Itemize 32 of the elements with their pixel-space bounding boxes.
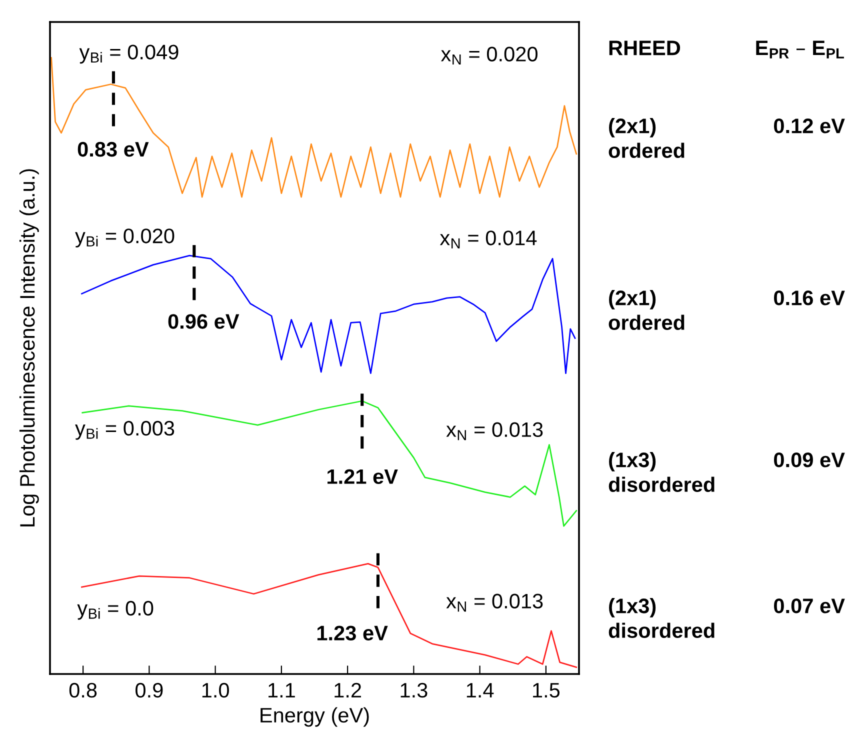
annotation: 0.96 eV: [168, 314, 240, 329]
annotation: y$_{Bi}$ = 0.049: [79, 44, 178, 64]
annotation: y$_{Bi}$ = 0.003: [75, 420, 174, 440]
annotation: 1.23 eV: [317, 626, 388, 640]
x-tick-label: 1.4: [466, 683, 494, 698]
text: 0.09 eV: [774, 452, 845, 468]
x-tick-label: 0.8: [69, 682, 97, 698]
text: (1x3) disordered: [608, 452, 714, 492]
annotation: 1.21 eV: [328, 469, 398, 484]
y-axis-title: Log Photoluminescence Intensity (a.u.): [19, 169, 39, 526]
text: 0.16 eV: [774, 290, 845, 306]
x-tick-label: 0.9: [136, 682, 163, 698]
text: 0.12 eV: [774, 118, 845, 134]
annotation: x$_{N}$ = 0.013: [446, 422, 543, 440]
text: (2x1) ordered: [608, 290, 684, 330]
text: (1x3) disordered: [608, 598, 714, 638]
annotation: 0.83 eV: [78, 142, 149, 157]
x-tick-label: 1.3: [400, 682, 428, 698]
annotation: x$_{N}$ = 0.014: [440, 230, 537, 248]
text: 0.07 eV: [774, 598, 845, 614]
x-axis-title: Energy (eV): [260, 707, 369, 727]
text: (2x1) ordered: [608, 118, 684, 158]
x-tick-label: 1.5: [533, 683, 560, 698]
x-tick-label: 1.0: [202, 682, 229, 698]
annotation: y$_{Bi}$ = 0.0: [77, 600, 154, 620]
text: E$_{PR}$ – E$_{PL}$: [756, 40, 844, 58]
text: RHEED: [609, 40, 680, 56]
x-tick-label: 1.2: [334, 682, 361, 698]
annotation: x$_{N}$ = 0.013: [446, 594, 543, 612]
annotation: y$_{Bi}$ = 0.020: [75, 228, 174, 248]
x-tick-label: 1.1: [268, 683, 295, 698]
annotation: x$_{N}$ = 0.020: [440, 46, 538, 65]
